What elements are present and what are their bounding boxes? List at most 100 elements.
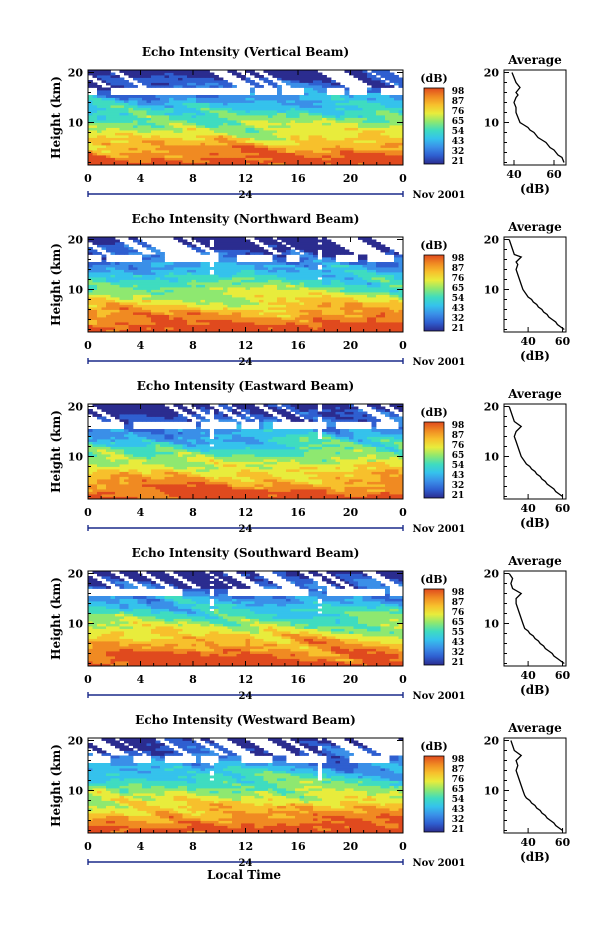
heatmap-cell xyxy=(196,329,201,332)
heatmap-cell xyxy=(232,152,237,156)
heatmap-cell xyxy=(322,282,327,285)
heatmap-cell xyxy=(187,314,192,318)
heatmap-cell xyxy=(376,110,381,113)
heatmap-cell xyxy=(241,292,246,295)
heatmap-cell xyxy=(304,279,309,283)
heatmap-cell xyxy=(173,70,179,73)
heatmap-cell xyxy=(164,112,170,116)
heatmap-cell xyxy=(178,267,183,270)
heatmap-cell xyxy=(160,110,165,113)
heatmap-cell xyxy=(326,299,332,303)
heatmap-cell xyxy=(317,100,323,103)
heatmap-cell xyxy=(128,132,134,136)
heatmap-cell xyxy=(340,496,345,499)
heatmap-cell xyxy=(268,117,273,121)
heatmap-cell xyxy=(169,329,174,332)
heatmap-cell xyxy=(344,92,350,96)
heatmap-cell xyxy=(299,249,305,253)
heatmap-cell xyxy=(182,107,188,111)
heatmap-cell xyxy=(326,317,332,320)
heatmap-cell xyxy=(200,105,206,108)
heatmap-cell xyxy=(277,297,282,300)
heatmap-cell xyxy=(110,82,116,86)
heatmap-cell xyxy=(331,312,336,315)
heatmap-cell xyxy=(353,135,359,138)
heatmap-cell xyxy=(97,272,102,275)
heatmap-cell xyxy=(119,287,125,290)
heatmap-cell xyxy=(155,95,161,98)
heatmap-cell xyxy=(214,140,219,143)
heatmap-cell xyxy=(133,314,138,318)
heatmap-cell xyxy=(299,127,305,131)
heatmap-cell xyxy=(133,142,138,146)
heatmap-cell xyxy=(209,327,215,330)
heatmap-cell xyxy=(232,317,237,320)
heatmap-cell xyxy=(169,112,174,116)
heatmap-cell xyxy=(236,307,242,310)
heatmap-cell xyxy=(133,289,138,293)
heatmap-cell xyxy=(394,272,399,275)
heatmap-cell xyxy=(124,284,129,288)
heatmap-cell xyxy=(331,279,336,283)
heatmap-cell xyxy=(304,120,309,123)
heatmap-cell xyxy=(245,322,251,325)
heatmap-cell xyxy=(358,110,363,113)
heatmap-cell xyxy=(128,327,134,330)
heatmap-cell xyxy=(349,302,354,305)
heatmap-cell xyxy=(155,150,161,153)
heatmap-cell xyxy=(169,130,174,133)
heatmap-cell xyxy=(155,277,161,280)
heatmap-cell xyxy=(286,282,291,285)
heatmap-cell xyxy=(295,239,300,243)
heatmap-cell xyxy=(358,127,363,131)
heatmap-cell xyxy=(398,292,403,295)
heatmap-cell xyxy=(308,85,314,88)
heatmap-cell xyxy=(245,252,251,255)
heatmap-cell xyxy=(97,274,102,278)
heatmap-cell xyxy=(313,239,318,243)
heatmap-cell xyxy=(299,257,305,260)
heatmap-cell xyxy=(110,152,116,156)
heatmap-cell xyxy=(308,262,314,265)
heatmap-cell xyxy=(268,97,273,101)
heatmap-cell xyxy=(268,319,273,323)
heatmap-cell xyxy=(88,95,93,98)
heatmap-cell xyxy=(106,242,111,245)
heatmap-cell xyxy=(295,252,300,255)
heatmap-cell xyxy=(200,284,206,288)
heatmap-cell xyxy=(331,127,336,131)
heatmap-cell xyxy=(218,292,224,295)
heatmap-cell xyxy=(209,319,215,323)
heatmap-cell xyxy=(187,302,192,305)
heatmap-cell xyxy=(290,112,296,116)
heatmap-cell xyxy=(380,162,386,165)
heatmap-cell xyxy=(146,155,152,158)
heatmap-cell xyxy=(353,274,359,278)
heatmap-cell xyxy=(367,110,372,113)
heatmap-cell xyxy=(223,247,228,250)
heatmap-cell xyxy=(110,75,116,78)
heatmap-cell xyxy=(151,254,156,258)
heatmap-cell xyxy=(142,494,147,497)
heatmap-cell xyxy=(218,110,224,113)
heatmap-cell xyxy=(137,302,143,305)
heatmap-cell xyxy=(263,319,269,323)
heatmap-cell xyxy=(371,317,377,320)
heatmap-cell xyxy=(173,269,179,273)
heatmap-cell xyxy=(286,160,291,163)
heatmap-cell xyxy=(200,142,206,146)
heatmap-cell xyxy=(133,307,138,310)
heatmap-cell xyxy=(128,160,134,163)
heatmap-cell xyxy=(214,157,219,161)
heatmap-cell xyxy=(182,95,188,98)
heatmap-cell xyxy=(205,112,210,116)
heatmap-cell xyxy=(268,242,273,245)
heatmap-cell xyxy=(142,312,147,315)
heatmap-cell xyxy=(232,262,237,265)
heatmap-cell xyxy=(92,155,98,158)
heatmap-cell xyxy=(380,319,386,323)
heatmap-cell xyxy=(88,327,93,330)
heatmap-cell xyxy=(259,317,264,320)
heatmap-cell xyxy=(151,262,156,265)
heatmap-cell xyxy=(236,100,242,103)
